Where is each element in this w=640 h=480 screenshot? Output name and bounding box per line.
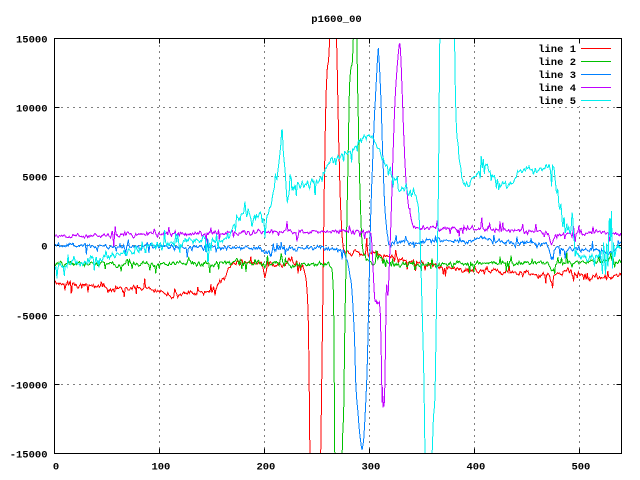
svg-text:line 3: line 3 (538, 70, 576, 82)
svg-text:line 1: line 1 (538, 44, 576, 56)
svg-text:400: 400 (466, 462, 485, 474)
svg-text:line 2: line 2 (538, 57, 576, 69)
svg-text:200: 200 (256, 462, 275, 474)
svg-text:-5000: -5000 (16, 312, 48, 324)
svg-text:-15000: -15000 (10, 450, 48, 462)
svg-text:300: 300 (361, 462, 380, 474)
svg-text:line 5: line 5 (538, 96, 576, 108)
svg-text:p1600_00: p1600_00 (311, 14, 361, 26)
svg-text:10000: 10000 (16, 104, 48, 116)
svg-text:500: 500 (571, 462, 590, 474)
svg-text:0: 0 (41, 242, 47, 254)
svg-text:5000: 5000 (22, 173, 47, 185)
svg-text:line 4: line 4 (538, 83, 576, 95)
svg-text:0: 0 (53, 462, 59, 474)
svg-text:15000: 15000 (16, 35, 48, 47)
svg-text:-10000: -10000 (10, 381, 48, 393)
svg-text:100: 100 (151, 462, 170, 474)
